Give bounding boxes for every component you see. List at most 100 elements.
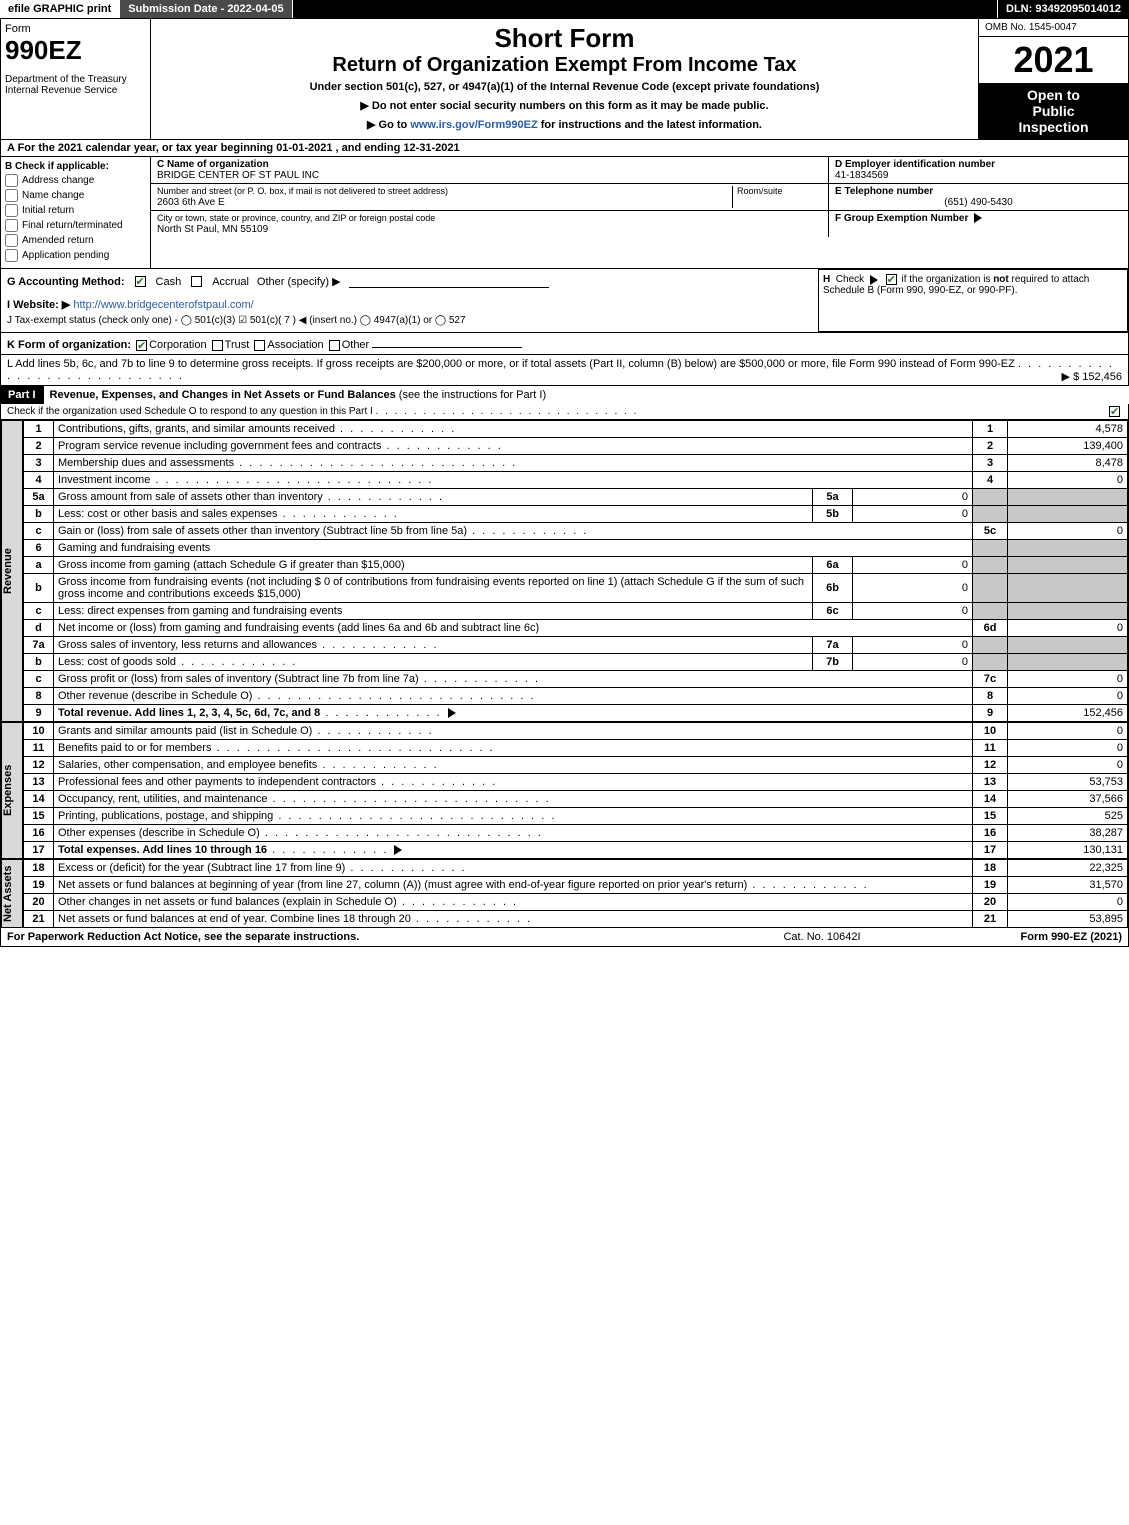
header-right: OMB No. 1545-0047 2021 Open to Public In…	[978, 19, 1128, 139]
line-18: 18Excess or (deficit) for the year (Subt…	[24, 860, 1128, 877]
arrow-icon	[870, 275, 878, 285]
row-g-block: G Accounting Method: Cash Accrual Other …	[1, 269, 818, 332]
line-4: 4Investment income40	[24, 472, 1128, 489]
note-goto: ▶ Go to www.irs.gov/Form990EZ for instru…	[155, 118, 974, 131]
line-16: 16Other expenses (describe in Schedule O…	[24, 825, 1128, 842]
website-link[interactable]: http://www.bridgecenterofstpaul.com/	[73, 299, 253, 311]
chk-initial-return[interactable]: Initial return	[5, 204, 146, 217]
line-7a: 7aGross sales of inventory, less returns…	[24, 637, 1128, 654]
chk-accrual[interactable]	[191, 276, 202, 287]
chk-final-return[interactable]: Final return/terminated	[5, 219, 146, 232]
k-other: Other	[342, 339, 370, 351]
part1-paren: (see the instructions for Part I)	[399, 389, 546, 401]
chk-application-pending[interactable]: Application pending	[5, 249, 146, 262]
side-expenses: Expenses	[1, 722, 23, 859]
arrow-icon	[974, 213, 982, 223]
line-6d: dNet income or (loss) from gaming and fu…	[24, 620, 1128, 637]
submission-date: Submission Date - 2022-04-05	[120, 0, 292, 18]
chk-amended-return[interactable]: Amended return	[5, 234, 146, 247]
line-8: 8Other revenue (describe in Schedule O)8…	[24, 688, 1128, 705]
city-row: City or town, state or province, country…	[151, 211, 828, 237]
k-corp: Corporation	[149, 339, 206, 351]
k-assoc: Association	[267, 339, 323, 351]
form-label: Form	[5, 23, 146, 35]
chk-amended-return-box[interactable]	[5, 234, 18, 247]
line-13: 13Professional fees and other payments t…	[24, 774, 1128, 791]
col-b-checkboxes: B Check if applicable: Address change Na…	[1, 157, 151, 268]
dept-label: Department of the Treasury Internal Reve…	[5, 74, 146, 96]
g-lbl: G Accounting Method:	[7, 276, 125, 288]
cde-left: C Name of organization BRIDGE CENTER OF …	[151, 157, 828, 237]
line-10: 10Grants and similar amounts paid (list …	[24, 723, 1128, 740]
other-blank-k	[372, 336, 522, 348]
footer-left: For Paperwork Reduction Act Notice, see …	[7, 931, 722, 943]
line-3: 3Membership dues and assessments38,478	[24, 455, 1128, 472]
row-k: K Form of organization: Corporation Trus…	[0, 333, 1129, 355]
chk-name-change[interactable]: Name change	[5, 189, 146, 202]
sched-o-text: Check if the organization used Schedule …	[7, 406, 373, 417]
chk-initial-return-box[interactable]	[5, 204, 18, 217]
line-6b: bGross income from fundraising events (n…	[24, 574, 1128, 603]
part1-title: Revenue, Expenses, and Changes in Net As…	[44, 386, 1129, 404]
irs-link[interactable]: www.irs.gov/Form990EZ	[410, 119, 537, 131]
expenses-table: 10Grants and similar amounts paid (list …	[23, 722, 1128, 859]
chk-corp[interactable]	[136, 340, 147, 351]
subtitle: Under section 501(c), 527, or 4947(a)(1)…	[155, 81, 974, 93]
line-19: 19Net assets or fund balances at beginni…	[24, 877, 1128, 894]
part1-title-text: Revenue, Expenses, and Changes in Net As…	[50, 389, 396, 401]
addr-lbl: Number and street (or P. O. box, if mail…	[157, 186, 448, 196]
cde-right: D Employer identification number 41-1834…	[828, 157, 1128, 237]
city-lbl: City or town, state or province, country…	[157, 213, 435, 223]
chk-application-pending-box[interactable]	[5, 249, 18, 262]
line-12: 12Salaries, other compensation, and empl…	[24, 757, 1128, 774]
chk-cash[interactable]	[135, 276, 146, 287]
open-inspection: Open to Public Inspection	[979, 83, 1128, 139]
org-name: BRIDGE CENTER OF ST PAUL INC	[157, 170, 319, 181]
addr: 2603 6th Ave E	[157, 197, 225, 208]
chk-assoc[interactable]	[254, 340, 265, 351]
city: North St Paul, MN 55109	[157, 224, 268, 235]
org-name-lbl: C Name of organization	[157, 159, 269, 170]
g-accrual: Accrual	[212, 276, 249, 288]
ein-val: 41-1834569	[835, 170, 888, 181]
l-text: L Add lines 5b, 6c, and 7b to line 9 to …	[7, 358, 1015, 370]
expenses-section: Expenses 10Grants and similar amounts pa…	[0, 722, 1129, 859]
footer-right: Form 990-EZ (2021)	[922, 931, 1122, 943]
chk-address-change-box[interactable]	[5, 174, 18, 187]
line-5c: cGain or (loss) from sale of assets othe…	[24, 523, 1128, 540]
chk-other[interactable]	[329, 340, 340, 351]
room-lbl: Room/suite	[737, 186, 783, 196]
part1-header: Part I Revenue, Expenses, and Changes in…	[0, 386, 1129, 404]
row-l: L Add lines 5b, 6c, and 7b to line 9 to …	[0, 355, 1129, 386]
g-other: Other (specify) ▶	[257, 275, 341, 288]
tel-lbl: E Telephone number	[835, 186, 933, 197]
header-left: Form 990EZ Department of the Treasury In…	[1, 19, 151, 139]
inspect-2: Public	[983, 103, 1124, 119]
addr-row: Number and street (or P. O. box, if mail…	[151, 184, 828, 211]
inspect-3: Inspection	[983, 119, 1124, 135]
form-header: Form 990EZ Department of the Treasury In…	[0, 18, 1129, 140]
chk-sched-o[interactable]	[1109, 406, 1120, 417]
line-1: 1Contributions, gifts, grants, and simil…	[24, 421, 1128, 438]
chk-final-return-box[interactable]	[5, 219, 18, 232]
chk-trust[interactable]	[212, 340, 223, 351]
top-bar: efile GRAPHIC print Submission Date - 20…	[0, 0, 1129, 18]
line-9: 9Total revenue. Add lines 1, 2, 3, 4, 5c…	[24, 705, 1128, 722]
group-exempt-lbl: F Group Exemption Number	[835, 213, 968, 224]
line-6c: cLess: direct expenses from gaming and f…	[24, 603, 1128, 620]
footer-cat: Cat. No. 10642I	[722, 931, 922, 943]
title-short-form: Short Form	[155, 23, 974, 54]
col-b-header: B Check if applicable:	[5, 161, 146, 172]
chk-name-change-box[interactable]	[5, 189, 18, 202]
dln-label: DLN: 93492095014012	[998, 0, 1129, 18]
line-11: 11Benefits paid to or for members110	[24, 740, 1128, 757]
line-2: 2Program service revenue including gover…	[24, 438, 1128, 455]
line-5a: 5aGross amount from sale of assets other…	[24, 489, 1128, 506]
chk-address-change[interactable]: Address change	[5, 174, 146, 187]
chk-sched-b[interactable]	[886, 274, 897, 285]
form-number: 990EZ	[5, 35, 146, 66]
k-trust: Trust	[225, 339, 250, 351]
org-name-row: C Name of organization BRIDGE CENTER OF …	[151, 157, 828, 184]
identity-block: B Check if applicable: Address change Na…	[0, 157, 1129, 269]
arrow-icon	[394, 845, 402, 855]
